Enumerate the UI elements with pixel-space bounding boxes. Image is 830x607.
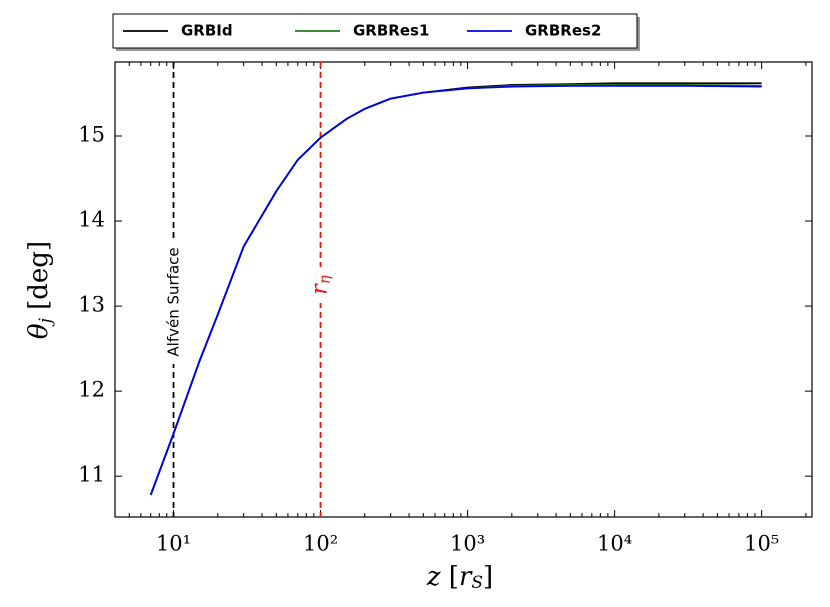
annotation-label: rη [308, 275, 334, 295]
x-tick-label: 10³ [450, 532, 485, 556]
y-tick-label: 11 [78, 463, 105, 487]
x-tick-label: 10² [303, 532, 338, 556]
annotation-label: Alfvén Surface [164, 247, 182, 356]
x-label-sub: S [471, 573, 483, 593]
series-line [149, 84, 762, 496]
x-label-close: ] [483, 562, 493, 592]
x-label-open: [ [441, 562, 459, 592]
plot-area [149, 62, 762, 517]
legend-label: GRBRes1 [353, 22, 429, 40]
legend-label: GRBRes2 [525, 22, 601, 40]
annotation-sub: η [316, 275, 334, 284]
y-label-var: θ [24, 323, 54, 339]
x-tick-label: 10⁵ [744, 532, 779, 556]
series-line [149, 82, 762, 496]
annotation-text: Alfvén Surface [164, 247, 182, 356]
legend [112, 13, 638, 49]
x-tick-label: 10⁴ [597, 532, 632, 556]
y-tick-label: 12 [78, 378, 105, 402]
annotation-bg [163, 240, 184, 364]
y-tick-label: 14 [78, 208, 105, 232]
x-tick-label: 10¹ [156, 532, 191, 556]
y-tick-label: 15 [78, 122, 105, 146]
annotation-text: r [308, 283, 333, 295]
x-axis-label: z [rS] [426, 562, 493, 593]
annotation-bg [310, 267, 331, 303]
legend-label: GRBId [181, 22, 233, 40]
y-tick-label: 13 [78, 293, 105, 317]
y-label-sub: j [36, 317, 56, 327]
y-label-rest: [deg] [24, 241, 54, 318]
series-line [149, 84, 762, 496]
x-label-r: r [459, 562, 473, 592]
y-axis-label: θj [deg] [24, 241, 56, 339]
x-label-var: z [426, 562, 441, 592]
plot-frame [114, 61, 813, 518]
